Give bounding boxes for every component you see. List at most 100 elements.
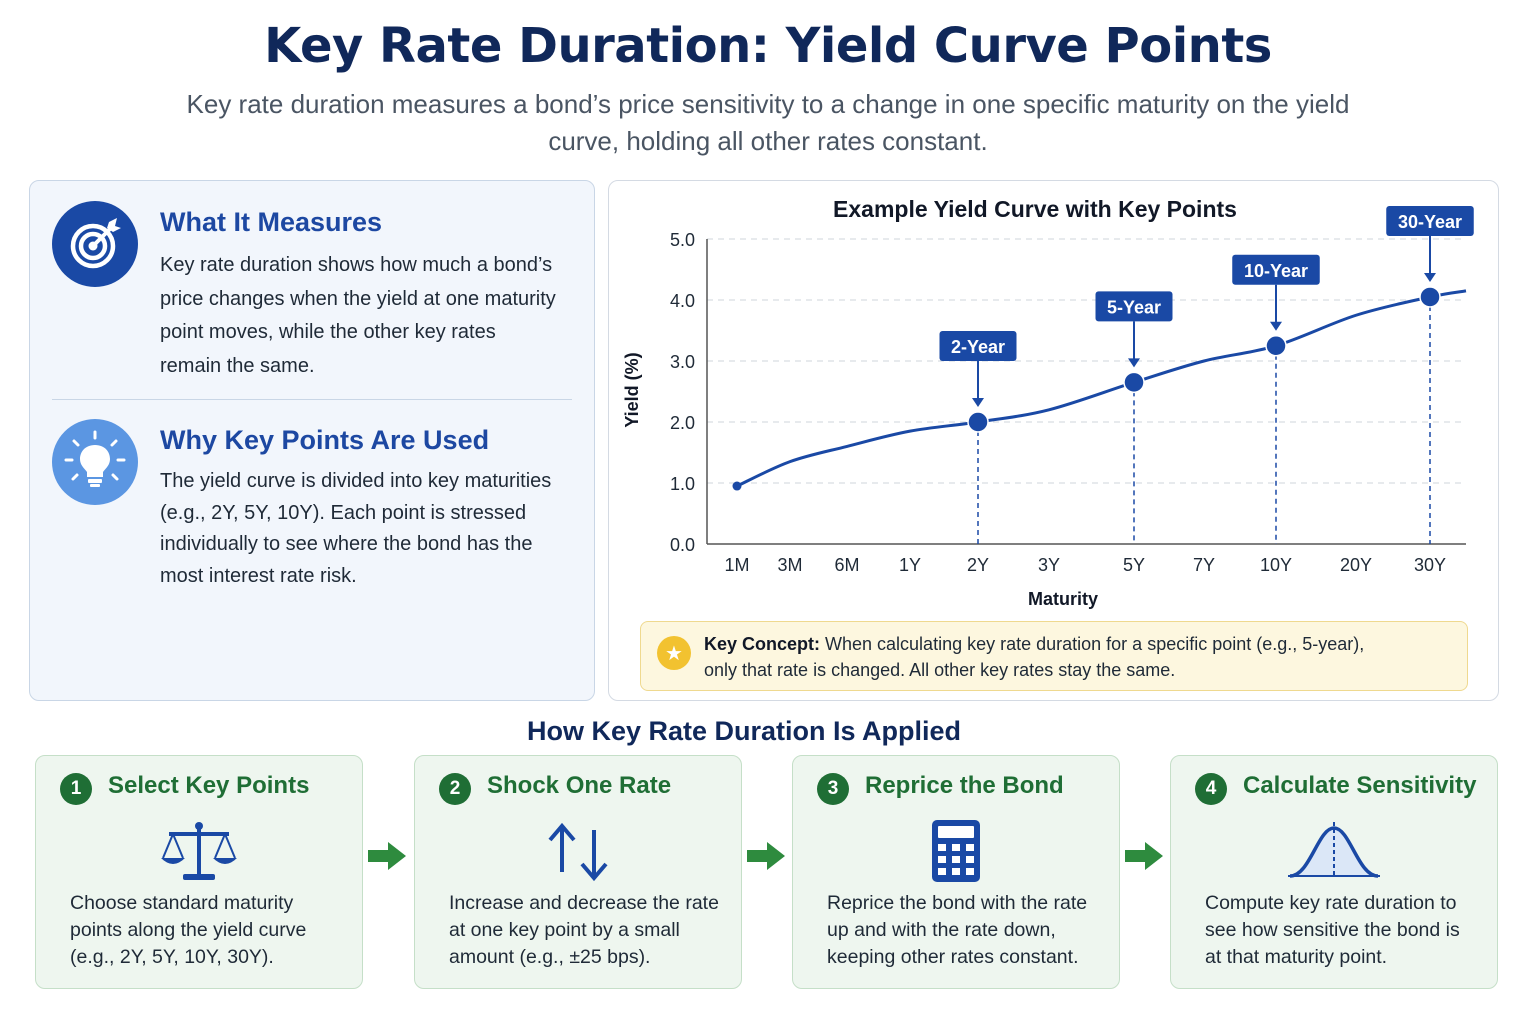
info-card: What It Measures Key rate duration shows… xyxy=(29,180,595,701)
key-point-marker xyxy=(1265,335,1287,357)
body-line: The yield curve is divided into key matu… xyxy=(160,470,552,492)
bell-curve-icon xyxy=(1171,816,1497,886)
y-tick-label: 3.0 xyxy=(670,352,695,372)
arrow-right-icon xyxy=(747,842,785,870)
x-tick-label: 1Y xyxy=(899,555,921,575)
key-point-arrowhead xyxy=(1424,272,1436,282)
step-description: Reprice the bond with the rate up and wi… xyxy=(827,890,1107,971)
step-line: see how sensitive the bond is xyxy=(1205,919,1460,941)
key-point-label-box xyxy=(939,331,1017,361)
x-tick-label: 3M xyxy=(777,555,802,575)
why-key-points-body: The yield curve is divided into key matu… xyxy=(160,466,585,592)
x-tick-label: 30Y xyxy=(1414,555,1446,575)
step-description: Increase and decrease the rate at one ke… xyxy=(449,890,729,971)
body-line: price changes when the yield at one matu… xyxy=(160,287,556,310)
section-divider xyxy=(52,399,572,400)
key-point-marker xyxy=(967,411,989,433)
page-title: Key Rate Duration: Yield Curve Points xyxy=(264,18,1272,74)
step-number: 4 xyxy=(1195,773,1227,805)
y-tick-label: 5.0 xyxy=(670,230,695,250)
scales-icon xyxy=(36,816,362,886)
up-down-arrows-icon xyxy=(415,816,741,886)
body-line: remain the same. xyxy=(160,354,315,377)
key-concept-text: Key Concept: When calculating key rate d… xyxy=(704,631,1444,683)
key-point-label: 5-Year xyxy=(1107,297,1161,317)
x-tick-label: 10Y xyxy=(1260,555,1292,575)
step-line: Increase and decrease the rate xyxy=(449,892,719,914)
what-it-measures-title: What It Measures xyxy=(160,207,383,237)
step-line: Compute key rate duration to xyxy=(1205,892,1457,914)
what-it-measures-body: Key rate duration shows how much a bond’… xyxy=(160,249,585,383)
step-line: keeping other rates constant. xyxy=(827,946,1079,968)
body-line: most interest rate risk. xyxy=(160,564,357,587)
step-number: 1 xyxy=(60,773,92,805)
x-tick-label: 1M xyxy=(724,555,749,575)
step-card-select-key-points: 1 Select Key Points Choose standard matu… xyxy=(35,755,363,989)
body-line: point moves, while the other key rates xyxy=(160,321,496,343)
x-tick-label: 7Y xyxy=(1193,555,1215,575)
x-axis-label: Maturity xyxy=(1028,589,1098,609)
target-icon xyxy=(52,201,138,287)
x-tick-label: 2Y xyxy=(967,555,989,575)
step-number: 2 xyxy=(439,773,471,805)
step-title: Reprice the Bond xyxy=(865,772,1064,799)
step-line: at one key point by a small xyxy=(449,919,680,941)
step-card-reprice-the-bond: 3 Reprice the Bond Reprice the bond with… xyxy=(792,755,1120,989)
step-line: Choose standard maturity xyxy=(70,892,294,914)
x-tick-label: 3Y xyxy=(1038,555,1060,575)
applied-section-title: How Key Rate Duration Is Applied xyxy=(526,716,962,746)
chart-title: Example Yield Curve with Key Points xyxy=(833,196,1237,222)
key-point-label: 10-Year xyxy=(1244,261,1308,281)
step-line: amount (e.g., ±25 bps). xyxy=(449,946,651,968)
page-subtitle: Key rate duration measures a bond’s pric… xyxy=(186,89,1350,156)
key-point-label: 30-Year xyxy=(1398,212,1462,232)
step-line: at that maturity point. xyxy=(1205,946,1388,968)
step-line: Reprice the bond with the rate xyxy=(827,892,1088,914)
star-icon: ★ xyxy=(657,636,691,670)
calculator-icon xyxy=(793,816,1119,886)
key-concept-line: When calculating key rate duration for a… xyxy=(820,634,1365,654)
key-point-label: 2-Year xyxy=(951,337,1005,357)
step-description: Compute key rate duration to see how sen… xyxy=(1205,890,1485,971)
yield-curve-line xyxy=(736,289,1467,488)
why-key-points-title: Why Key Points Are Used xyxy=(160,425,490,455)
y-tick-label: 2.0 xyxy=(670,413,695,433)
body-line: individually to see where the bond has t… xyxy=(160,533,533,555)
lightbulb-icon xyxy=(52,419,138,505)
key-concept-label: Key Concept: xyxy=(704,634,821,654)
key-point-label-box xyxy=(1386,205,1474,236)
x-tick-label: 5Y xyxy=(1123,555,1145,575)
key-point-arrowhead xyxy=(1128,358,1140,368)
arrow-right-icon xyxy=(1125,842,1163,870)
y-tick-label: 4.0 xyxy=(670,291,695,311)
key-concept-box: ★ Key Concept: When calculating key rate… xyxy=(640,621,1468,691)
step-title: Shock One Rate xyxy=(487,772,672,799)
chart-card xyxy=(608,180,1499,701)
step-line: points along the yield curve xyxy=(70,919,307,941)
step-title: Calculate Sensitivity xyxy=(1243,772,1477,799)
body-line: (e.g., 2Y, 5Y, 10Y). Each point is stres… xyxy=(160,501,527,524)
step-description: Choose standard maturity points along th… xyxy=(70,890,350,971)
y-axis-label: Yield (%) xyxy=(622,352,642,427)
step-line: up and with the rate down, xyxy=(827,919,1056,941)
key-point-marker xyxy=(1419,286,1441,308)
step-title: Select Key Points xyxy=(108,772,310,799)
arrow-right-icon xyxy=(368,842,406,870)
key-point-arrowhead xyxy=(1270,321,1282,331)
step-card-shock-one-rate: 2 Shock One Rate Increase and decrease t… xyxy=(414,755,742,989)
step-line: (e.g., 2Y, 5Y, 10Y, 30Y). xyxy=(70,946,274,968)
key-point-marker xyxy=(1123,371,1145,394)
key-concept-line: only that rate is changed. All other key… xyxy=(704,660,1176,680)
body-line: Key rate duration shows how much a bond’… xyxy=(160,254,553,276)
x-tick-label: 6M xyxy=(834,555,859,575)
step-card-calculate-sensitivity: 4 Calculate Sensitivity Compute key rate… xyxy=(1170,755,1498,989)
key-point-arrowhead xyxy=(972,398,984,407)
key-point-label-box xyxy=(1232,254,1320,285)
key-point-label-box xyxy=(1095,291,1173,322)
step-number: 3 xyxy=(817,773,849,805)
y-tick-label: 1.0 xyxy=(670,474,695,494)
x-tick-label: 20Y xyxy=(1340,555,1372,575)
y-tick-label: 0.0 xyxy=(670,535,695,555)
start-point xyxy=(732,481,742,491)
